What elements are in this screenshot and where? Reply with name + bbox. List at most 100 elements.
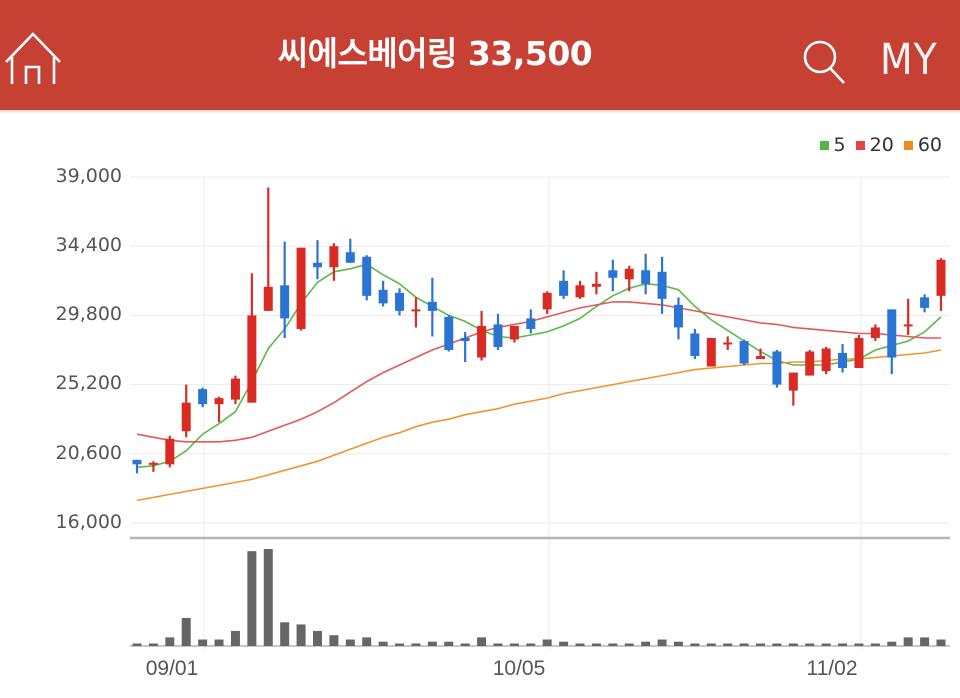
- volume-bar: [181, 617, 191, 646]
- volume-bar: [575, 643, 585, 646]
- candle-body[interactable]: [559, 280, 569, 296]
- legend-swatch-icon: [903, 140, 913, 150]
- search-icon: [803, 40, 845, 84]
- volume-bar: [230, 630, 240, 646]
- candle-body[interactable]: [608, 270, 618, 278]
- candle-body[interactable]: [329, 246, 339, 268]
- home-button[interactable]: [4, 30, 62, 86]
- volume-bar: [920, 637, 930, 646]
- y-tick-label: 25,200: [55, 372, 122, 394]
- ma-line-60: [136, 349, 942, 502]
- candle-body[interactable]: [181, 402, 191, 432]
- candle-body[interactable]: [296, 247, 306, 329]
- candle-body[interactable]: [690, 333, 700, 357]
- candle-body[interactable]: [148, 462, 158, 465]
- home-icon: [5, 32, 61, 84]
- candle-body[interactable]: [526, 318, 536, 329]
- candle-body[interactable]: [542, 292, 552, 310]
- candle-body[interactable]: [312, 262, 322, 268]
- candle-body[interactable]: [493, 324, 503, 347]
- volume-bar: [854, 643, 864, 646]
- candle-body[interactable]: [362, 256, 372, 296]
- candle-body[interactable]: [706, 337, 716, 367]
- candle-body[interactable]: [936, 259, 946, 296]
- candle-body[interactable]: [477, 325, 487, 358]
- volume-bar: [165, 637, 175, 646]
- candle-body[interactable]: [821, 348, 831, 372]
- candle-body[interactable]: [887, 309, 897, 358]
- candle-body[interactable]: [395, 292, 405, 311]
- candle-body[interactable]: [345, 252, 355, 263]
- candle-body[interactable]: [263, 286, 273, 311]
- legend-item-ma20: 20: [855, 134, 894, 156]
- legend-label: 5: [833, 134, 846, 156]
- candle-body[interactable]: [132, 459, 142, 465]
- candle-body[interactable]: [509, 325, 519, 340]
- volume-bar: [477, 637, 487, 646]
- volume-bar: [657, 639, 667, 646]
- candle-body[interactable]: [838, 353, 848, 369]
- x-tick-label: 09/01: [145, 657, 199, 680]
- candle-body[interactable]: [657, 271, 667, 299]
- chart-legend: 5 20 60: [819, 134, 942, 156]
- candle-body[interactable]: [723, 342, 733, 345]
- volume-bar: [198, 639, 208, 646]
- volume-bar: [148, 643, 158, 646]
- volume-bar: [280, 622, 290, 646]
- candle-body[interactable]: [460, 337, 470, 341]
- volume-bar: [526, 643, 536, 646]
- candle-body[interactable]: [214, 398, 224, 405]
- candle-body[interactable]: [165, 438, 175, 465]
- candle-body[interactable]: [870, 327, 880, 338]
- volume-bar: [493, 643, 503, 646]
- volume-bar: [641, 641, 651, 646]
- volume-bar: [509, 643, 519, 646]
- candle-body[interactable]: [641, 270, 651, 284]
- volume-bar: [936, 639, 946, 646]
- y-tick-label: 34,400: [55, 234, 122, 256]
- volume-bar: [460, 643, 470, 646]
- candle-body[interactable]: [903, 324, 913, 327]
- candle-body[interactable]: [575, 285, 585, 298]
- candle-body[interactable]: [805, 351, 815, 376]
- candle-body[interactable]: [591, 283, 601, 287]
- volume-bar: [903, 637, 913, 646]
- volume-bar: [805, 643, 815, 646]
- legend-swatch-icon: [819, 140, 829, 150]
- candle-body[interactable]: [230, 378, 240, 400]
- candle-body[interactable]: [756, 356, 766, 360]
- search-button[interactable]: [800, 36, 848, 86]
- candle-body[interactable]: [739, 340, 749, 364]
- volume-bar: [427, 641, 437, 646]
- volume-bar: [247, 551, 257, 646]
- volume-bar: [312, 630, 322, 646]
- volume-bar: [559, 641, 569, 646]
- volume-bar: [444, 641, 454, 646]
- volume-bar: [706, 643, 716, 646]
- my-button[interactable]: MY: [880, 34, 960, 86]
- candle-body[interactable]: [673, 304, 683, 328]
- volume-bar: [329, 635, 339, 646]
- candle-body[interactable]: [444, 316, 454, 350]
- candle-body[interactable]: [772, 351, 782, 385]
- volume-bar: [723, 643, 733, 646]
- candle-body[interactable]: [411, 309, 421, 312]
- legend-item-ma60: 60: [903, 134, 942, 156]
- candle-body[interactable]: [624, 268, 634, 280]
- candle-body[interactable]: [788, 372, 798, 391]
- ma-line-5: [136, 263, 942, 469]
- candle-body[interactable]: [378, 289, 388, 304]
- volume-bar: [788, 643, 798, 646]
- candle-body[interactable]: [247, 315, 257, 403]
- volume-bar: [542, 639, 552, 646]
- legend-label: 60: [917, 134, 942, 156]
- candle-body[interactable]: [198, 389, 208, 405]
- candle-body[interactable]: [920, 297, 930, 308]
- volume-bar: [887, 641, 897, 646]
- volume-bar: [838, 643, 848, 646]
- candle-body[interactable]: [427, 301, 437, 311]
- candle-body[interactable]: [280, 285, 290, 319]
- volume-bar: [772, 643, 782, 646]
- candle-body[interactable]: [854, 337, 864, 369]
